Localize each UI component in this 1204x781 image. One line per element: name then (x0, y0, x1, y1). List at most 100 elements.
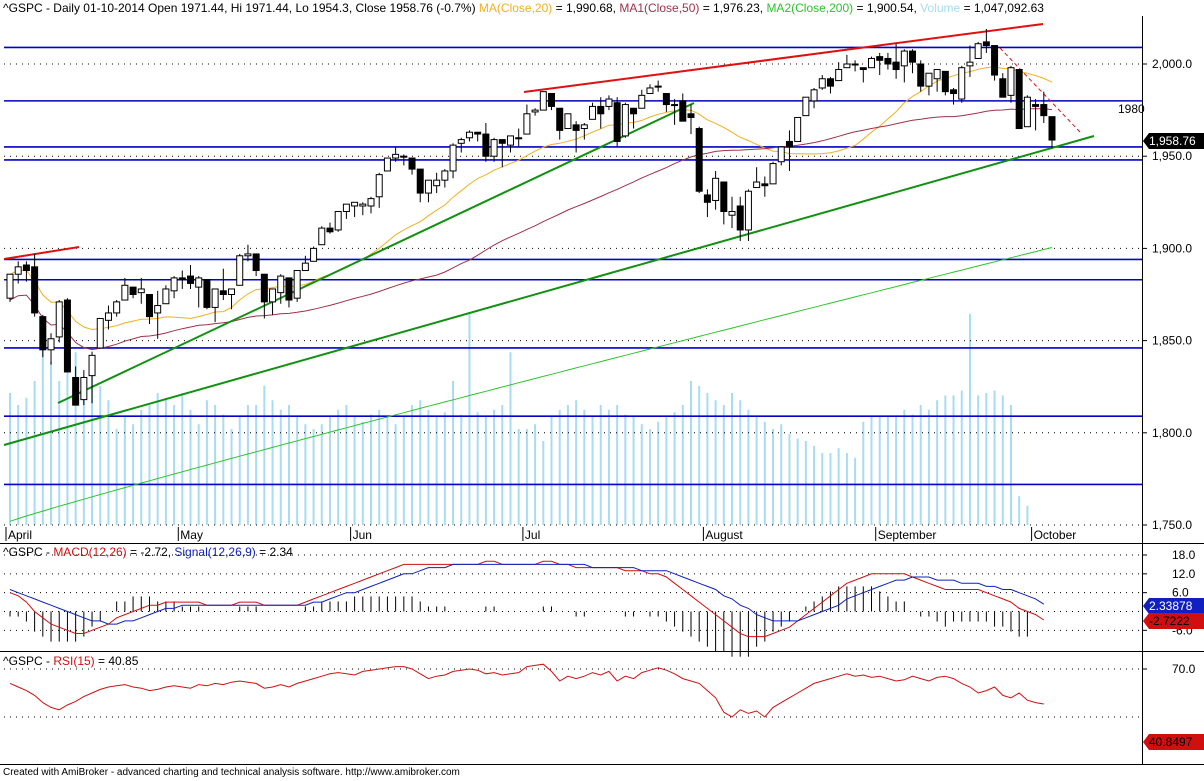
candle-body (236, 255, 244, 286)
candle-body (671, 104, 679, 107)
volume-bar (82, 376, 85, 525)
candle (55, 300, 63, 343)
volume-bar (665, 417, 668, 525)
ma50-label: MA1(Close,50) (619, 1, 700, 15)
volume-bar (977, 395, 980, 525)
candle-body (121, 284, 129, 301)
rsi-last-tag-text: 40.8497 (1149, 735, 1193, 749)
candle (465, 130, 473, 142)
volume-bar (361, 421, 364, 525)
candle-body (744, 190, 752, 231)
volume-bar (1026, 505, 1029, 525)
candle-body (367, 198, 375, 207)
candle (917, 60, 925, 92)
candle (433, 172, 441, 194)
volume-value: = 1,047,092.63 (960, 1, 1044, 15)
volume-bar (968, 313, 971, 525)
candle (375, 172, 383, 208)
volume-bar (525, 429, 528, 525)
candle-body (482, 133, 490, 157)
candle-body (966, 61, 974, 67)
candle (621, 102, 629, 138)
candle-body (80, 376, 88, 401)
volume-bar (33, 381, 36, 525)
red-resistance-line (523, 23, 1044, 93)
candle (736, 196, 744, 242)
candle-body (720, 181, 728, 213)
volume-bar (689, 381, 692, 525)
candle (482, 123, 490, 162)
x-month-label: September (878, 528, 937, 542)
candle (671, 99, 679, 125)
volume-bar (772, 429, 775, 525)
y-tick-label: 1,950.0 (1152, 149, 1192, 163)
last-price-tag: 1,958.76 (1143, 133, 1204, 149)
candle-body (129, 286, 137, 295)
candle-body (982, 41, 990, 47)
candle-body (383, 157, 391, 172)
volume-bar (394, 424, 397, 525)
candle (88, 351, 96, 404)
last-price-tag-bg (1143, 133, 1204, 149)
volume-bars (9, 313, 1029, 525)
candle (810, 87, 818, 109)
macd-header-prefix: ^GSPC - (3, 545, 54, 559)
volume-bar (25, 397, 28, 525)
candle-body (162, 288, 170, 305)
volume-bar (845, 453, 848, 525)
candle (359, 202, 367, 216)
candle-body (31, 266, 39, 314)
candle (851, 60, 859, 72)
candle (720, 181, 728, 225)
candle-body (941, 70, 949, 93)
candle-body (900, 50, 908, 67)
candle (703, 189, 711, 218)
candle-body (277, 275, 285, 294)
candle-body (958, 67, 966, 100)
candle-body (662, 93, 670, 106)
volume-bar (148, 405, 151, 525)
ma20-label: MA(Close,20) (478, 1, 553, 15)
candle-body (203, 279, 211, 308)
volume-bar (698, 385, 701, 525)
candle-body (154, 305, 162, 314)
candle-body (170, 277, 178, 292)
candle (867, 56, 875, 69)
candle (597, 97, 605, 129)
candle (326, 222, 334, 234)
trend-lines (3, 23, 1095, 446)
candle (909, 49, 917, 74)
candle (498, 139, 506, 168)
candle-body (580, 124, 588, 130)
x-month-label: April (8, 528, 32, 542)
volume-bar (402, 417, 405, 525)
volume-bar (657, 421, 660, 525)
candle-body (260, 273, 268, 303)
candle-body (679, 100, 687, 122)
candle-body (1032, 104, 1040, 107)
candle-body (416, 168, 424, 194)
candle (589, 102, 597, 120)
rsi-label: RSI(15) (53, 654, 95, 668)
candle-body (925, 72, 933, 87)
rsi-last-tag-bg (1143, 734, 1204, 750)
candle-body (375, 174, 383, 198)
candle (63, 298, 71, 373)
candle (80, 370, 88, 406)
candle (367, 196, 375, 214)
volume-bar (50, 361, 53, 525)
candle (646, 84, 654, 95)
candle (999, 73, 1007, 98)
volume-bar (123, 417, 126, 525)
candle-body (851, 63, 859, 66)
candle (228, 288, 236, 310)
candle (1032, 99, 1040, 131)
volume-bar (468, 313, 471, 525)
candle-body (1040, 104, 1048, 117)
macd-panel: 18.012.06.0-6.0 (4, 548, 1196, 657)
volume-bar (714, 400, 717, 525)
volume-bar (378, 409, 381, 525)
candle (580, 123, 588, 140)
volume-bar (181, 393, 184, 525)
candle (31, 253, 39, 317)
